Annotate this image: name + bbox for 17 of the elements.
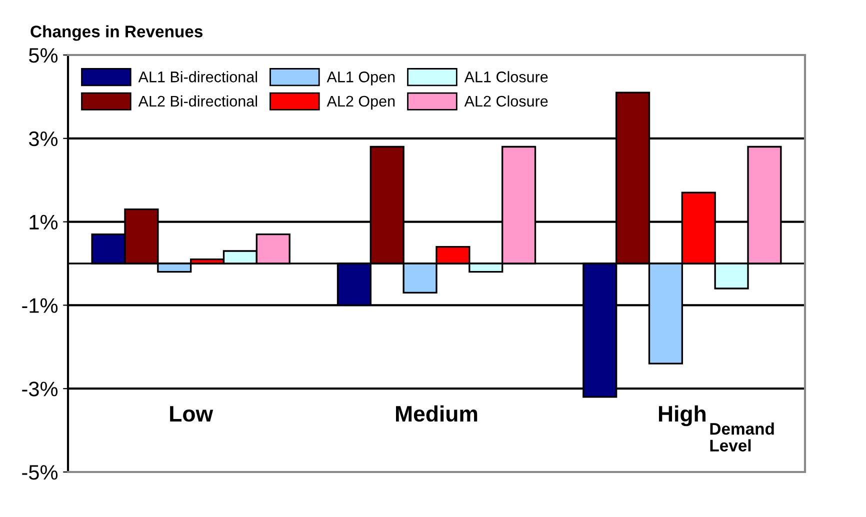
x-axis-title: Demand Level (710, 422, 774, 452)
y-tick-label: 1% (30, 214, 58, 230)
legend-label: AL2 Bi-directional (138, 95, 257, 107)
x-tick-label: Low (170, 406, 214, 422)
legend-label: AL2 Open (326, 96, 395, 110)
y-tick-label: -3% (22, 382, 58, 396)
legend-label: AL1 Open (326, 72, 395, 86)
x-tick-label: Medium (396, 405, 478, 422)
y-tick-label: -5% (22, 465, 58, 480)
chart-title: Changes in Revenues (30, 25, 203, 41)
y-tick-label: 5% (29, 48, 58, 63)
legend-label: AL2 Closure (464, 95, 548, 107)
legend-label: AL1 Closure (464, 71, 548, 82)
y-tick-label: 3% (28, 131, 58, 146)
x-tick-label: High (658, 405, 706, 426)
y-tick-label: -1% (22, 298, 58, 313)
legend-label: AL1 Bi-directional (138, 71, 257, 82)
